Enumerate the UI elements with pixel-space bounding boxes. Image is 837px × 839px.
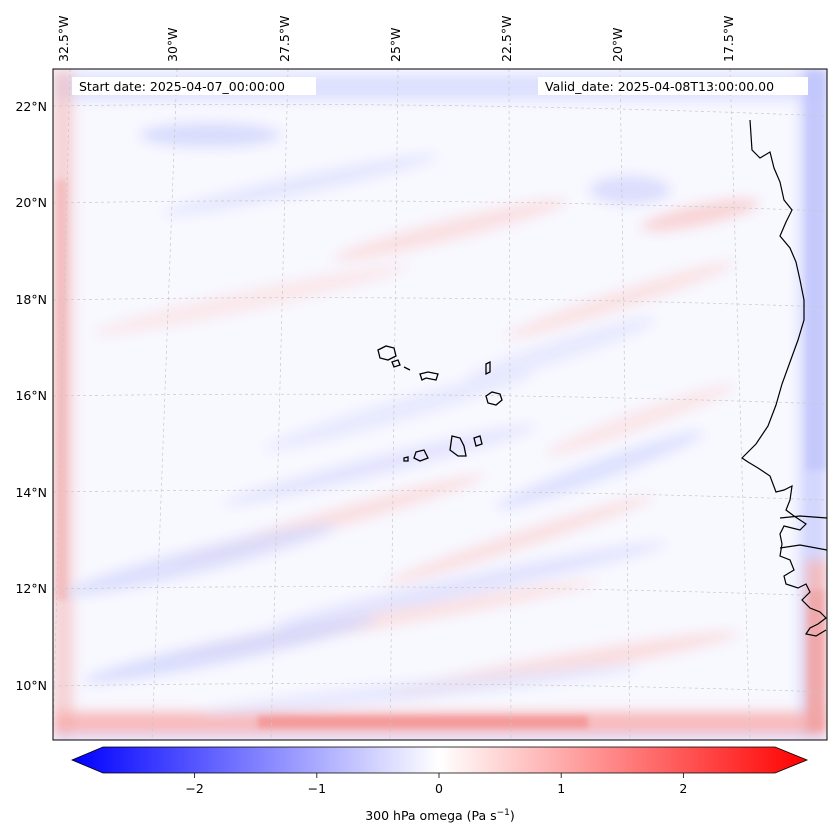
lat-label-22n: 22°N: [15, 99, 47, 114]
blob-blue-2: [590, 176, 670, 204]
blob-blue-5: [265, 370, 535, 450]
colorbar-tick-label: −1: [308, 781, 326, 796]
blob-blue-4: [464, 317, 656, 383]
colorbar-tick-label: 2: [679, 781, 687, 796]
gridline-lon-1: [53, 69, 71, 740]
lon-label-22-5w: 22.5°W: [499, 16, 514, 62]
gridline-lon-5: [508, 69, 512, 740]
blob-red-1: [641, 199, 759, 231]
blob-blue-10: [83, 617, 377, 683]
island-santa-luzia: [403, 366, 411, 371]
gridline-lat-3: [53, 297, 827, 308]
colorbar-ticks: −2 −1 0 1 2: [185, 773, 687, 796]
island-santiago: [449, 435, 467, 457]
band-south-blue: [53, 734, 827, 740]
island-maio: [473, 435, 483, 447]
lat-label-16n: 16°N: [15, 388, 47, 403]
gridline-lon-7: [729, 69, 751, 740]
blob-blue-1: [140, 123, 280, 147]
blob-red-2: [333, 199, 567, 261]
lat-label-20n: 20°N: [15, 195, 47, 210]
blob-red-3: [505, 261, 735, 339]
band-west-red-core: [55, 180, 67, 600]
colorbar-bar: [70, 746, 809, 774]
lat-label-10n: 10°N: [15, 678, 47, 693]
island-brava: [403, 456, 409, 462]
lat-label-18n: 18°N: [15, 292, 47, 307]
gridline-lat-5: [53, 489, 827, 501]
blob-blue-11: [201, 665, 639, 715]
gridline-lat-4: [53, 393, 827, 405]
island-sao-nicolau: [419, 371, 439, 381]
colorbar: −2 −1 0 1 2 300 hPa omega (Pa s−1): [70, 746, 809, 823]
gridline-lat-7: [53, 683, 827, 693]
colorbar-label: 300 hPa omega (Pa s−1): [365, 808, 515, 823]
longitude-labels: 32.5°W 30°W 27.5°W 25°W 22.5°W 20°W 17.5…: [56, 16, 736, 62]
island-sao-vicente: [391, 359, 401, 368]
blob-red-5: [545, 384, 735, 456]
blob-blue-6: [224, 425, 536, 505]
lon-label-25w: 25°W: [388, 27, 403, 62]
island-fogo: [413, 449, 429, 462]
colorbar-tick-label: −2: [185, 781, 203, 796]
blob-blue-9: [274, 542, 666, 628]
blob-blue-3: [163, 154, 437, 216]
island-boa-vista: [485, 391, 503, 406]
start-date-box: [72, 77, 316, 95]
latitude-labels: 22°N 20°N 18°N 16°N 14°N 12°N 10°N: [15, 99, 47, 693]
colorbar-tick-label: 0: [435, 781, 443, 796]
lon-label-17-5w: 17.5°W: [721, 16, 736, 62]
lon-label-27-5w: 27.5°W: [277, 16, 292, 62]
blob-red-4: [93, 265, 407, 335]
gridline-lon-3: [270, 69, 289, 740]
band-east-red-core: [808, 590, 824, 730]
gridline-lon-4: [389, 69, 399, 740]
gridline-lat-2: [53, 200, 827, 212]
colorbar-tick-label: 1: [557, 781, 565, 796]
band-east-blue-core: [806, 70, 826, 470]
gambia-coast: [779, 515, 827, 519]
blob-blue-8: [64, 524, 336, 596]
island-santo-antao: [377, 345, 397, 361]
blob-red-7: [386, 496, 654, 584]
lon-label-30w: 30°W: [165, 27, 180, 62]
blob-blue-7: [496, 431, 704, 509]
start-date-label: Start date: 2025-04-07_00:00:00: [79, 79, 285, 94]
map-frame: [52, 68, 828, 741]
guinea-bissau-coast: [779, 544, 827, 551]
lat-label-12n: 12°N: [15, 581, 47, 596]
island-sal: [485, 360, 491, 376]
cape-verde-islands: [377, 345, 503, 462]
band-south-red-core: [258, 716, 588, 728]
map-panel: Start date: 2025-04-07_00:00:00 Valid_da…: [15, 16, 828, 741]
gridline-lat-1: [53, 104, 827, 117]
gridline-lon-6: [619, 69, 631, 740]
lon-label-32-5w: 32.5°W: [56, 16, 71, 62]
gridline-lat-6: [53, 586, 827, 597]
lat-label-14n: 14°N: [15, 485, 47, 500]
lon-label-20w: 20°W: [610, 27, 625, 62]
africa-coastline: [741, 119, 827, 637]
gridlines: [53, 69, 827, 740]
gridline-lon-2: [151, 69, 178, 740]
valid-date-label: Valid_date: 2025-04-08T13:00:00.00: [545, 79, 774, 94]
valid-date-box: [538, 77, 808, 95]
